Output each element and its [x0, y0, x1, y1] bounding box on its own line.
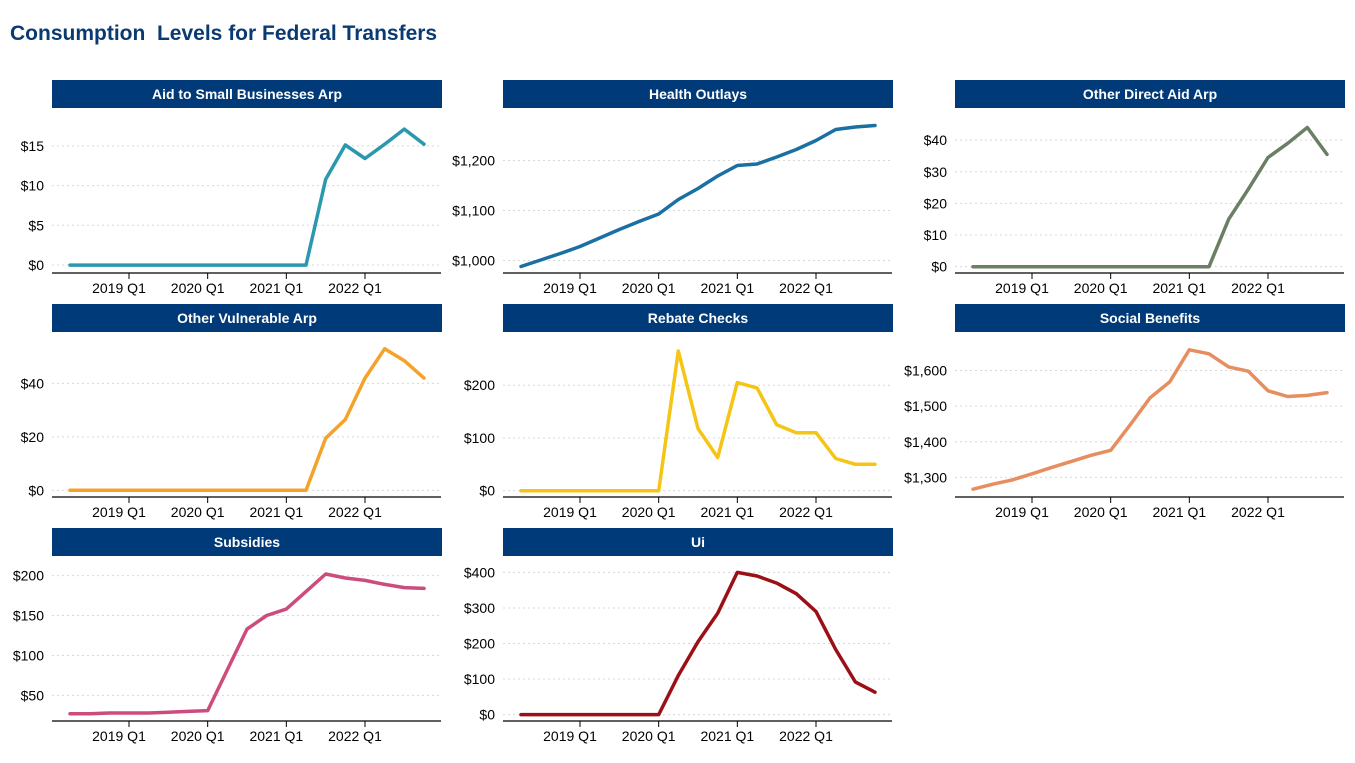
y-tick-label: $20 — [21, 429, 45, 445]
chart-panel: Other Vulnerable Arp $0 $20 $40 2019 Q1 2020 … — [0, 304, 450, 528]
y-tick-label: $100 — [464, 430, 495, 446]
y-tick-label: $10 — [21, 178, 45, 194]
y-tick-label: $0 — [28, 482, 44, 498]
chart-title: Ui — [503, 528, 893, 556]
chart-panel: Other Direct Aid Arp $0 $10 $20 $30 $40 2019 Q… — [903, 80, 1353, 304]
y-tick-label: $1,300 — [904, 469, 947, 485]
x-tick-label: 2019 Q1 — [92, 280, 146, 296]
chart-plot: $0 $100 $200 $300 $400 2019 Q1 2020 Q1 2021 Q1 2… — [464, 564, 892, 744]
x-tick-label: 2019 Q1 — [543, 504, 597, 520]
y-tick-label: $1,200 — [452, 153, 495, 169]
x-tick-label: 2022 Q1 — [779, 280, 833, 296]
y-tick-label: $1,600 — [904, 363, 947, 379]
chart-panel: Health Outlays $1,000 $1,100 $1,200 2019 Q1 2… — [451, 80, 901, 304]
series-line — [971, 125, 1329, 269]
x-tick-label: 2022 Q1 — [779, 504, 833, 520]
x-tick-label: 2021 Q1 — [700, 728, 754, 744]
y-tick-label: $0 — [931, 259, 947, 275]
y-tick-label: $200 — [464, 377, 495, 393]
y-tick-label: $100 — [13, 647, 44, 663]
chart-plot: $1,000 $1,100 $1,200 2019 Q1 2020 Q1 2021 Q1 2… — [452, 123, 892, 296]
y-tick-label: $100 — [464, 671, 495, 687]
x-tick-label: 2019 Q1 — [995, 280, 1049, 296]
chart-plot: $0 $5 $10 $15 2019 Q1 2020 Q1 2021 Q1 2022 Q1 — [21, 127, 441, 296]
chart-title: Social Benefits — [955, 304, 1345, 332]
y-tick-label: $300 — [464, 600, 495, 616]
x-tick-label: 2021 Q1 — [700, 280, 754, 296]
y-tick-label: $10 — [924, 227, 948, 243]
y-tick-label: $1,100 — [452, 203, 495, 219]
y-tick-label: $1,400 — [904, 434, 947, 450]
y-tick-label: $20 — [924, 195, 948, 211]
series-line — [519, 570, 877, 717]
x-tick-label: 2021 Q1 — [1152, 504, 1206, 520]
chart-plot: $1,300 $1,400 $1,500 $1,600 2019 Q1 2020 Q1 20… — [904, 348, 1344, 520]
chart-plot: $0 $100 $200 2019 Q1 2020 Q1 2021 Q1 2022 Q1 — [464, 349, 892, 520]
x-tick-label: 2020 Q1 — [1074, 504, 1128, 520]
y-tick-label: $0 — [479, 483, 495, 499]
chart-panel: Social Benefits $1,300 $1,400 $1,500 $1,600 2… — [903, 304, 1353, 528]
y-tick-label: $0 — [479, 707, 495, 723]
chart-panel: Subsidies $50 $100 $150 $200 2019 Q1 2020 Q1 20… — [0, 528, 450, 752]
y-tick-label: $50 — [21, 687, 45, 703]
chart-panel: Aid to Small Businesses Arp $0 $5 $10 $15 201… — [0, 80, 450, 304]
y-tick-label: $15 — [21, 138, 45, 154]
x-tick-label: 2019 Q1 — [543, 728, 597, 744]
x-tick-label: 2020 Q1 — [1074, 280, 1128, 296]
chart-title: Health Outlays — [503, 80, 893, 108]
chart-panel: Rebate Checks $0 $100 $200 2019 Q1 2020 Q1 202… — [451, 304, 901, 528]
y-tick-label: $5 — [28, 217, 44, 233]
x-tick-label: 2022 Q1 — [328, 728, 382, 744]
y-tick-label: $200 — [13, 568, 44, 584]
chart-title: Other Direct Aid Arp — [955, 80, 1345, 108]
chart-title: Rebate Checks — [503, 304, 893, 332]
x-tick-label: 2020 Q1 — [171, 728, 225, 744]
chart-plot: $50 $100 $150 $200 2019 Q1 2020 Q1 2021 Q1 2022… — [13, 568, 441, 744]
y-tick-label: $400 — [464, 564, 495, 580]
x-tick-label: 2022 Q1 — [1231, 280, 1285, 296]
chart-title: Aid to Small Businesses Arp — [52, 80, 442, 108]
series-line — [68, 346, 426, 493]
y-tick-label: $40 — [21, 375, 45, 391]
x-tick-label: 2020 Q1 — [171, 504, 225, 520]
y-tick-label: $40 — [924, 132, 948, 148]
x-tick-label: 2019 Q1 — [92, 728, 146, 744]
chart-title: Subsidies — [52, 528, 442, 556]
series-line — [519, 349, 877, 493]
y-tick-label: $200 — [464, 636, 495, 652]
x-tick-label: 2020 Q1 — [622, 280, 676, 296]
x-tick-label: 2020 Q1 — [622, 504, 676, 520]
page-title: Consumption Levels for Federal Transfers — [10, 22, 438, 45]
series-line — [971, 348, 1329, 491]
x-tick-label: 2019 Q1 — [543, 280, 597, 296]
x-tick-label: 2020 Q1 — [622, 728, 676, 744]
chart-plot: $0 $20 $40 2019 Q1 2020 Q1 2021 Q1 2022 Q1 — [21, 346, 441, 520]
x-tick-label: 2021 Q1 — [1152, 280, 1206, 296]
y-tick-label: $150 — [13, 608, 44, 624]
x-tick-label: 2022 Q1 — [328, 504, 382, 520]
y-tick-label: $1,500 — [904, 398, 947, 414]
x-tick-label: 2019 Q1 — [92, 504, 146, 520]
x-tick-label: 2022 Q1 — [779, 728, 833, 744]
x-tick-label: 2020 Q1 — [171, 280, 225, 296]
y-tick-label: $30 — [924, 164, 948, 180]
y-tick-label: $1,000 — [452, 253, 495, 269]
x-tick-label: 2019 Q1 — [995, 504, 1049, 520]
x-tick-label: 2021 Q1 — [249, 728, 303, 744]
x-tick-label: 2021 Q1 — [249, 280, 303, 296]
x-tick-label: 2022 Q1 — [328, 280, 382, 296]
x-tick-label: 2021 Q1 — [700, 504, 754, 520]
chart-title: Other Vulnerable Arp — [52, 304, 442, 332]
series-line — [68, 127, 426, 267]
series-line — [519, 123, 877, 269]
x-tick-label: 2021 Q1 — [249, 504, 303, 520]
chart-panel: Ui $0 $100 $200 $300 $400 2019 Q1 2020 Q1 2021 Q… — [451, 528, 901, 752]
chart-plot: $0 $10 $20 $30 $40 2019 Q1 2020 Q1 2021 Q1 2022 … — [924, 125, 1344, 296]
series-line — [68, 572, 426, 716]
y-tick-label: $0 — [28, 257, 44, 273]
x-tick-label: 2022 Q1 — [1231, 504, 1285, 520]
